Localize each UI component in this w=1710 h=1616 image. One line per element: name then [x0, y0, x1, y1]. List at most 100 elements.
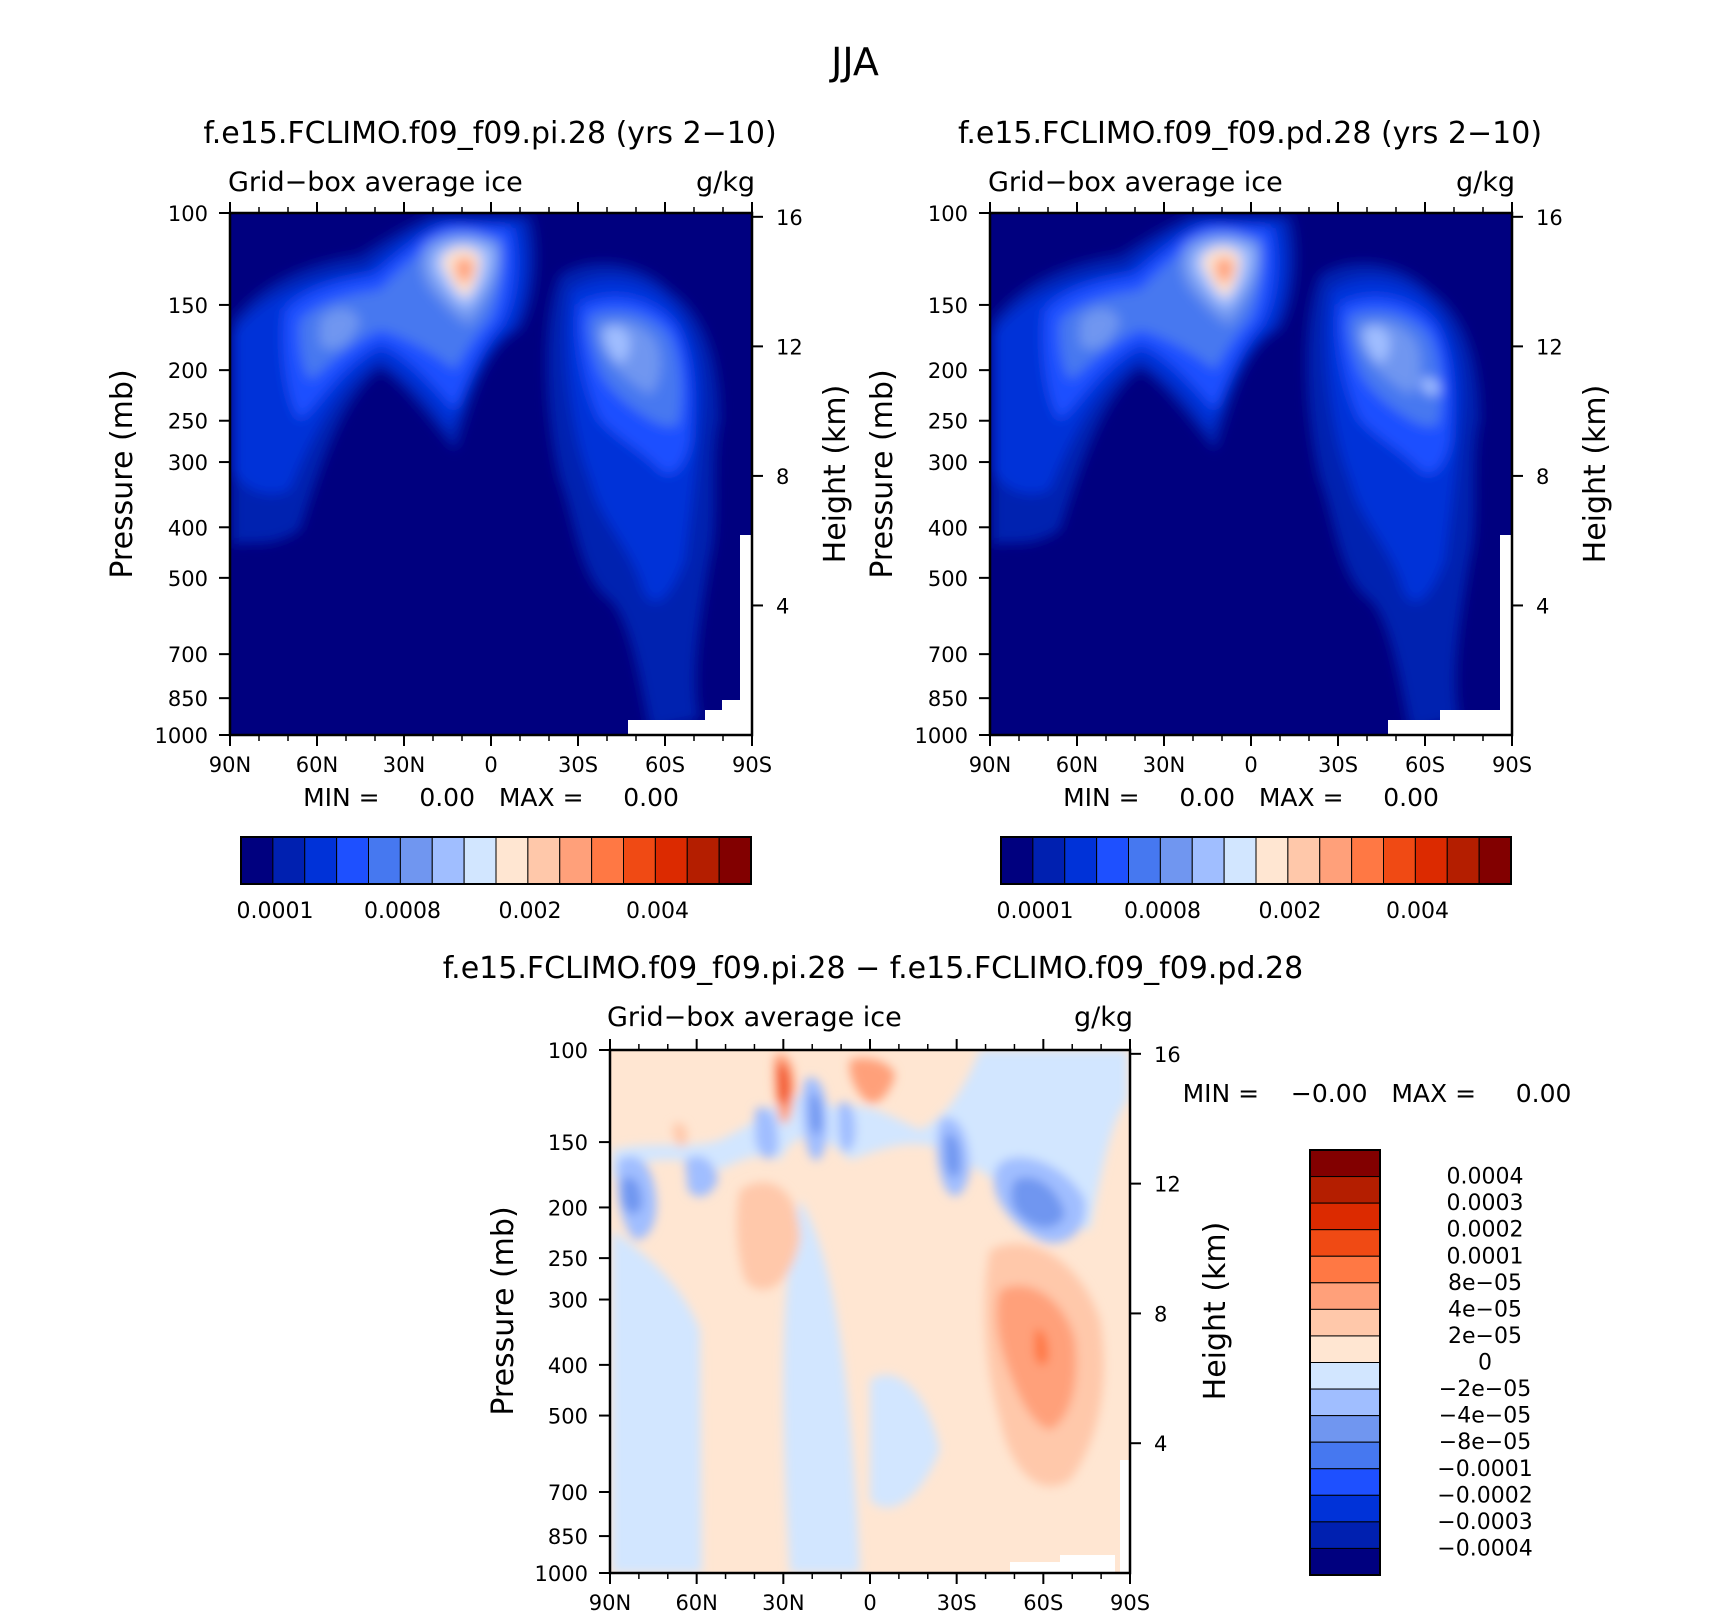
colorbar-box: [623, 836, 656, 885]
diff-level-neg3: [810, 1094, 822, 1136]
y-tick-label: 100: [548, 1039, 588, 1063]
panel-diff: f.e15.FCLIMO.f09_f09.pi.28 − f.e15.FCLIM…: [443, 951, 1572, 1615]
colorbar-box: [240, 836, 274, 885]
colorbar-box: [1309, 1202, 1381, 1231]
colorbar-box: [1000, 836, 1034, 885]
colorbar-box: [1309, 1362, 1381, 1390]
colorbar-label: 0.0004: [1447, 1165, 1524, 1190]
y-tick-label: 700: [168, 643, 208, 667]
colorbar-label: 0.002: [499, 899, 562, 924]
colorbar-label: 0.0001: [237, 899, 314, 924]
colorbar-frame: [240, 836, 752, 885]
colorbar-label: 0: [1478, 1351, 1492, 1376]
colorbar-box: [1478, 836, 1512, 885]
y-right-tick-label: 12: [1536, 335, 1563, 359]
y-tick-label: 500: [168, 567, 208, 591]
colorbar-label: 8e−05: [1448, 1271, 1522, 1296]
x-tick-label: 90S: [732, 753, 772, 777]
colorbar-box: [1309, 1468, 1381, 1496]
panel-title: f.e15.FCLIMO.f09_f09.pd.28 (yrs 2−10): [958, 116, 1542, 151]
colorbar-box: [686, 836, 720, 885]
diff-level-pos3: [849, 1058, 895, 1104]
colorbar: 0.00040.00030.00020.00018e−054e−052e−050…: [1309, 1149, 1533, 1576]
colorbar-box: [1309, 1547, 1381, 1576]
y-tick-label: 700: [928, 643, 968, 667]
y-axis: 100 150 200 250 300 400 500 700 850 1000: [155, 202, 230, 748]
diff-level-neg3: [945, 1134, 961, 1178]
colorbar-box: [1309, 1494, 1381, 1523]
y-tick-label: 850: [168, 687, 208, 711]
diff-level-neg2: [838, 1101, 856, 1153]
colorbar-box: [591, 836, 624, 885]
colorbar-label: 0.004: [1386, 899, 1449, 924]
y-tick-label: 250: [548, 1247, 588, 1271]
panel-title: f.e15.FCLIMO.f09_f09.pi.28 (yrs 2−10): [203, 116, 776, 151]
x-tick-label: 90N: [589, 1591, 631, 1615]
colorbar-box: [463, 836, 497, 885]
colorbar-frame: [1309, 1149, 1381, 1576]
colorbar-box: [1309, 1308, 1381, 1337]
colorbar-box: [495, 836, 529, 885]
x-tick-label: 30N: [1143, 753, 1185, 777]
ice-level-6-south: [1364, 326, 1390, 363]
topography-mask: [1388, 710, 1500, 735]
colorbar-box: [1309, 1388, 1381, 1417]
colorbar-box: [1309, 1176, 1381, 1204]
colorbar-label: −0.0004: [1437, 1536, 1532, 1561]
y-axis-right: 16 12 8 4: [752, 206, 803, 618]
y-right-tick-label: 12: [776, 335, 803, 359]
y-right-tick-label: 4: [776, 594, 789, 618]
x-tick-label: 30N: [383, 753, 425, 777]
colorbar-label: 0.0003: [1447, 1191, 1524, 1216]
ice-level-10: [454, 257, 474, 285]
diff-level-neg2: [685, 1156, 718, 1197]
ice-level-5: [320, 308, 360, 349]
diff-level-neg3: [622, 1177, 642, 1215]
topography-mask: [1500, 535, 1512, 735]
y-right-tick-label: 8: [1536, 465, 1549, 489]
colorbar-label: −2e−05: [1439, 1377, 1531, 1402]
colorbar-label: −4e−05: [1439, 1404, 1531, 1429]
y-tick-label: 850: [928, 687, 968, 711]
y-tick-label: 150: [548, 1131, 588, 1155]
diff-level-neg1: [783, 1200, 860, 1573]
variable-label: Grid−box average ice: [988, 167, 1283, 198]
x-axis: 90N 60N 30N 0 30S 60S 90S: [589, 1039, 1150, 1615]
colorbar-label: 0.0008: [1124, 899, 1201, 924]
colorbar-label: −0.0003: [1437, 1510, 1532, 1535]
colorbar-label: 0.0001: [997, 899, 1074, 924]
y-axis-title: Pressure (mb): [105, 369, 140, 578]
y-tick-label: 500: [548, 1405, 588, 1429]
y-tick-label: 400: [548, 1354, 588, 1378]
ice-level-5: [1080, 308, 1120, 349]
colorbar-box: [431, 836, 465, 885]
diff-level-neg1: [870, 1374, 940, 1508]
diff-level-pos5: [778, 1063, 790, 1106]
y-axis-title: Pressure (mb): [486, 1206, 521, 1415]
panel-pi: f.e15.FCLIMO.f09_f09.pi.28 (yrs 2−10) Gr…: [105, 116, 853, 924]
variable-label: Grid−box average ice: [607, 1002, 902, 1033]
colorbar-label: 0.0008: [364, 899, 441, 924]
colorbar: 0.0001 0.0008 0.002 0.004: [237, 836, 752, 924]
y-tick-label: 300: [168, 451, 208, 475]
y-right-tick-label: 12: [1154, 1173, 1181, 1197]
x-tick-label: 30S: [1318, 753, 1358, 777]
y-tick-label: 250: [928, 410, 968, 434]
x-tick-label: 90N: [209, 753, 251, 777]
colorbar-box: [527, 836, 561, 885]
x-tick-label: 0: [863, 1591, 876, 1615]
colorbar-box: [1255, 836, 1289, 885]
colorbar-box: [1309, 1335, 1381, 1363]
colorbar-box: [1223, 836, 1257, 885]
colorbar-box: [399, 836, 433, 885]
y-tick-label: 100: [928, 202, 968, 226]
diff-level-neg1: [612, 1050, 1128, 1230]
panel-title: f.e15.FCLIMO.f09_f09.pi.28 − f.e15.FCLIM…: [443, 951, 1303, 986]
x-tick-label: 0: [484, 753, 497, 777]
colorbar-label: 4e−05: [1448, 1297, 1522, 1322]
diff-level-pos2: [736, 1182, 800, 1290]
colorbar-label: 0.0002: [1447, 1218, 1524, 1243]
ice-level-10: [1214, 257, 1234, 285]
colorbar-label: 0.0001: [1447, 1244, 1524, 1269]
colorbar-label: 2e−05: [1448, 1324, 1522, 1349]
